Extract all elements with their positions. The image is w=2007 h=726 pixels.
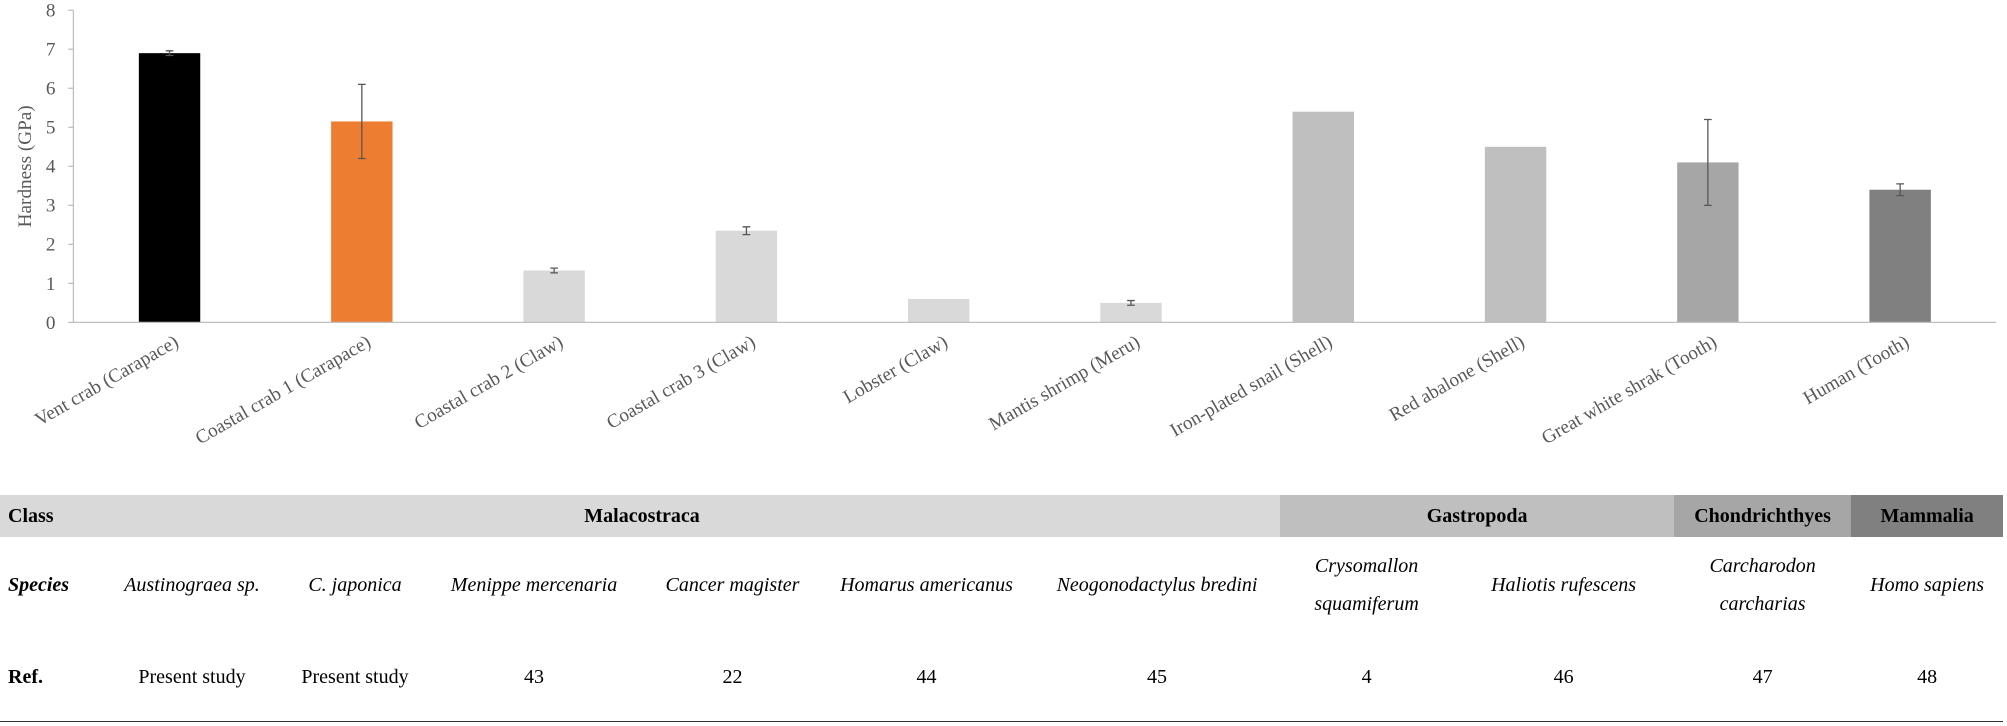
bar — [1100, 302, 1162, 323]
class-name: Mammalia — [1851, 495, 2004, 537]
y-tick-label: 4 — [46, 157, 56, 178]
x-tick-label: Mantis shrimp (Meru) — [986, 332, 1144, 435]
species-name: Haliotis rufescens — [1491, 574, 1637, 596]
class-label: Class — [0, 495, 96, 537]
reference: 45 — [1034, 633, 1281, 722]
y-tick-label: 8 — [46, 1, 56, 22]
species-name: Menippe mercenaria — [450, 574, 618, 596]
reference: Present study — [96, 633, 288, 722]
reference: 44 — [819, 633, 1034, 722]
y-tick-label: 0 — [46, 313, 56, 334]
error-bar — [1127, 299, 1135, 306]
chart: Hardness (GPa) 0 1 2 3 4 5 6 7 8 Vent crab (Carap… — [15, 1, 1997, 450]
y-tick-label: 5 — [46, 118, 56, 139]
error-bar — [357, 83, 366, 160]
bar — [1292, 111, 1354, 323]
x-tick-label: Vent crab (Carapace) — [32, 332, 183, 431]
reference: Present study — [288, 633, 422, 722]
species-name: C. japonica — [308, 574, 402, 596]
y-tick-label: 6 — [46, 79, 56, 100]
y-tick-label: 3 — [46, 196, 56, 217]
bar — [907, 298, 970, 323]
species-name: Homarus americanus — [840, 574, 1013, 596]
x-tick-label: Red abalone (Shell) — [1386, 332, 1528, 426]
species-table: Class Malacostraca Gastropoda Chondrichthye… — [0, 495, 2004, 722]
reference: 22 — [646, 633, 819, 722]
species-name: Carcharodon carcharias — [1709, 555, 1816, 615]
species-name: Crysomallon squamiferum — [1314, 555, 1419, 615]
reference: 43 — [422, 633, 646, 722]
species-label: Species — [8, 574, 70, 596]
x-tick-label: Coastal crab 2 (Claw) — [411, 332, 567, 434]
x-tick-label: Great white shrak (Tooth) — [1538, 332, 1720, 449]
x-tick-label: Human (Tooth) — [1800, 332, 1913, 409]
ref-label: Ref. — [0, 633, 96, 722]
class-name: Chondrichthyes — [1674, 495, 1852, 537]
x-tick-label: Coastal crab 3 (Claw) — [603, 332, 759, 434]
y-tick-label: 1 — [46, 274, 56, 295]
x-tick-label: Lobster (Claw) — [840, 332, 952, 409]
x-tick-label: Coastal crab 1 (Carapace) — [192, 332, 375, 450]
reference: 47 — [1674, 633, 1852, 722]
bar — [138, 53, 201, 323]
class-name: Malacostraca — [96, 495, 1281, 537]
y-tick-label: 2 — [46, 235, 56, 256]
error-bar — [165, 50, 174, 57]
reference: 46 — [1453, 633, 1675, 722]
error-bar — [1896, 183, 1904, 197]
y-axis-label: Hardness (GPa) — [15, 105, 36, 227]
error-bar — [1704, 118, 1712, 206]
reference: 4 — [1280, 633, 1454, 722]
bar — [523, 270, 585, 323]
species-name: Neogonodactylus bredini — [1056, 574, 1258, 596]
error-bar — [742, 226, 751, 236]
species-name: Cancer magister — [665, 574, 800, 596]
species-name: Homo sapiens — [1870, 574, 1985, 596]
reference: 48 — [1851, 633, 2004, 722]
x-tick-label: Iron-plated snail (Shell) — [1167, 332, 1336, 442]
bar — [1869, 189, 1931, 323]
error-bar — [550, 267, 558, 274]
class-name: Gastropoda — [1280, 495, 1675, 537]
bar — [715, 230, 778, 323]
y-tick-label: 7 — [46, 40, 56, 61]
species-name: Austinograea sp. — [124, 574, 260, 596]
bar — [1484, 146, 1547, 323]
